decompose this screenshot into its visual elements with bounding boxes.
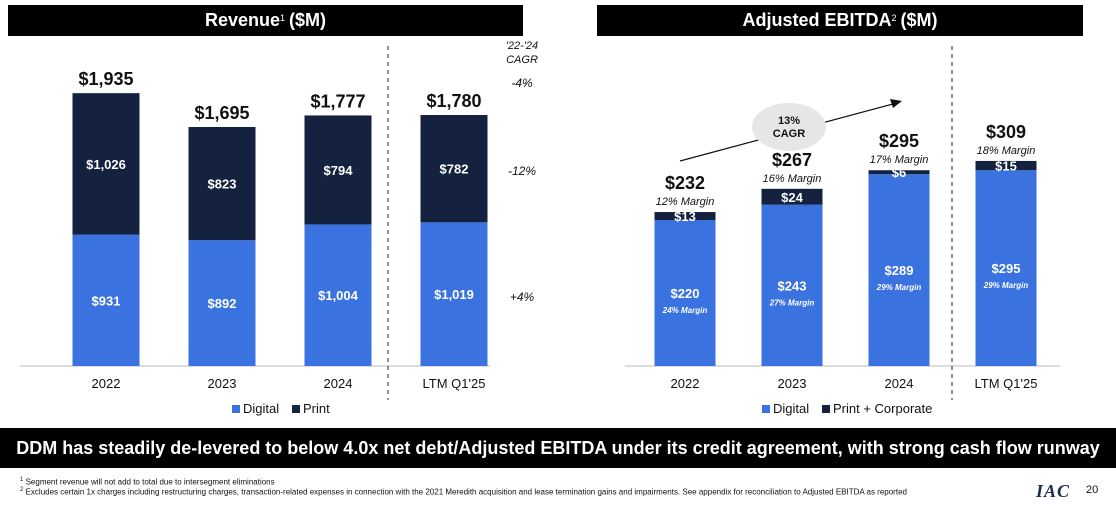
ebitda-total-label: $232 bbox=[665, 173, 705, 193]
ebitda-digital-margin: 29% Margin bbox=[983, 281, 1029, 290]
revenue-cagr-print: -12% bbox=[508, 164, 536, 178]
footnote-2-number: 2 bbox=[20, 487, 24, 493]
revenue-bar-digital bbox=[304, 224, 372, 366]
revenue-label-digital: $892 bbox=[208, 296, 237, 311]
revenue-bar-print bbox=[420, 115, 488, 223]
ebitda-bar-digital bbox=[654, 220, 716, 366]
ebitda-cagr-arrowhead bbox=[890, 99, 902, 108]
ebitda-total-margin: 16% Margin bbox=[763, 173, 822, 185]
ebitda-label-print-corporate: $24 bbox=[781, 190, 803, 205]
ebitda-total-margin: 12% Margin bbox=[656, 196, 715, 208]
ebitda-bar-digital bbox=[868, 174, 930, 366]
ebitda-total-margin: 18% Margin bbox=[977, 145, 1036, 157]
revenue-cagr-header-2: CAGR bbox=[506, 54, 538, 66]
ebitda-title-footnote: 2 bbox=[891, 12, 897, 23]
ebitda-bar-print-corporate bbox=[654, 212, 716, 220]
ebitda-category-label: 2023 bbox=[778, 376, 807, 391]
revenue-title: Revenue 1 ($M) bbox=[8, 5, 523, 36]
revenue-total-label: $1,780 bbox=[426, 91, 481, 111]
ebitda-category-label: LTM Q1'25 bbox=[975, 376, 1038, 391]
ebitda-digital-margin: 27% Margin bbox=[769, 298, 815, 307]
ebitda-bar-print-corporate bbox=[868, 170, 930, 175]
revenue-category-label: 2024 bbox=[324, 376, 353, 391]
revenue-total-label: $1,935 bbox=[78, 69, 133, 89]
revenue-total-label: $1,777 bbox=[310, 91, 365, 111]
revenue-title-text: Revenue bbox=[204, 10, 281, 30]
footnote-1: 1 Segment revenue will not add to total … bbox=[20, 476, 275, 487]
ebitda-legend-print-swatch bbox=[822, 405, 830, 413]
revenue-label-print: $1,026 bbox=[86, 157, 126, 172]
ebitda-total-label: $295 bbox=[879, 131, 919, 151]
revenue-label-print: $782 bbox=[440, 162, 469, 177]
ebitda-label-digital: $295 bbox=[992, 261, 1021, 276]
revenue-cagr-digital: +4% bbox=[510, 290, 535, 304]
revenue-legend-print-swatch bbox=[292, 405, 300, 413]
charts-canvas: $931 $1,026 $1,935 2022 $892 $823 $1,695 2023 $1… bbox=[20, 40, 1060, 416]
ebitda-total-margin: 17% Margin bbox=[870, 154, 929, 166]
ebitda-title-unit: ($M) bbox=[900, 10, 938, 30]
ebitda-bar-digital bbox=[761, 204, 823, 366]
ebitda-digital-margin: 29% Margin bbox=[876, 283, 922, 292]
ebitda-category-label: 2024 bbox=[885, 376, 914, 391]
ebitda-label-digital: $289 bbox=[885, 263, 914, 278]
revenue-title-unit: ($M) bbox=[289, 10, 327, 30]
ebitda-title-text: Adjusted EBITDA bbox=[742, 10, 892, 30]
revenue-bar-digital bbox=[188, 240, 256, 366]
ebitda-bar-print-corporate bbox=[761, 188, 823, 205]
revenue-cagr-total: -4% bbox=[511, 76, 533, 90]
ebitda-label-print-corporate: $15 bbox=[995, 159, 1017, 174]
ebitda-legend-digital-swatch bbox=[762, 405, 770, 413]
ebitda-digital-margin: 24% Margin bbox=[662, 306, 708, 315]
revenue-label-digital: $931 bbox=[92, 293, 121, 308]
ebitda-total-label: $267 bbox=[772, 150, 812, 170]
footnote-2: 2 Excludes certain 1x charges including … bbox=[20, 486, 940, 497]
ebitda-title: Adjusted EBITDA 2 ($M) bbox=[597, 5, 1083, 36]
revenue-label-print: $823 bbox=[208, 177, 237, 192]
ebitda-label-print-corporate: $13 bbox=[674, 209, 696, 224]
ebitda-legend-print-corporate: Print + Corporate bbox=[833, 401, 932, 416]
revenue-category-label: LTM Q1'25 bbox=[423, 376, 486, 391]
ebitda-bar-print-corporate bbox=[975, 160, 1037, 171]
revenue-category-label: 2023 bbox=[208, 376, 237, 391]
iac-logo: IAC bbox=[1036, 481, 1071, 501]
ebitda-cagr-bubble bbox=[752, 103, 826, 151]
ebitda-bar-digital bbox=[975, 170, 1037, 366]
revenue-label-digital: $1,004 bbox=[318, 288, 359, 303]
revenue-bar-digital bbox=[72, 234, 140, 366]
ebitda-category-label: 2022 bbox=[671, 376, 700, 391]
ebitda-label-digital: $220 bbox=[671, 286, 700, 301]
revenue-label-digital: $1,019 bbox=[434, 287, 474, 302]
revenue-bar-print bbox=[304, 115, 372, 225]
revenue-legend-digital-swatch bbox=[232, 405, 240, 413]
ebitda-label-print-corporate: $6 bbox=[892, 165, 906, 180]
ebitda-cagr-label: CAGR bbox=[773, 128, 805, 140]
ebitda-total-label: $309 bbox=[986, 122, 1026, 142]
revenue-bar-digital bbox=[420, 222, 488, 366]
revenue-legend-digital: Digital bbox=[243, 401, 279, 416]
page-number: 20 bbox=[1086, 484, 1099, 496]
revenue-cagr-header: '22-'24 bbox=[506, 40, 538, 52]
footnote-1-number: 1 bbox=[20, 477, 24, 483]
revenue-bar-print bbox=[188, 127, 256, 241]
footnote-2-text: Excludes certain 1x charges including re… bbox=[25, 487, 907, 497]
ebitda-label-digital: $243 bbox=[778, 278, 807, 293]
revenue-total-label: $1,695 bbox=[194, 103, 249, 123]
footnote-1-text: Segment revenue will not add to total du… bbox=[25, 477, 275, 487]
ebitda-cagr-value: 13% bbox=[778, 115, 800, 127]
revenue-legend-print: Print bbox=[303, 401, 330, 416]
key-message-banner: DDM has steadily de-levered to below 4.0… bbox=[0, 428, 1116, 468]
revenue-category-label: 2022 bbox=[92, 376, 121, 391]
revenue-title-footnote: 1 bbox=[280, 12, 286, 23]
ebitda-legend-digital: Digital bbox=[773, 401, 809, 416]
revenue-label-print: $794 bbox=[324, 163, 354, 178]
revenue-bar-print bbox=[72, 93, 140, 235]
